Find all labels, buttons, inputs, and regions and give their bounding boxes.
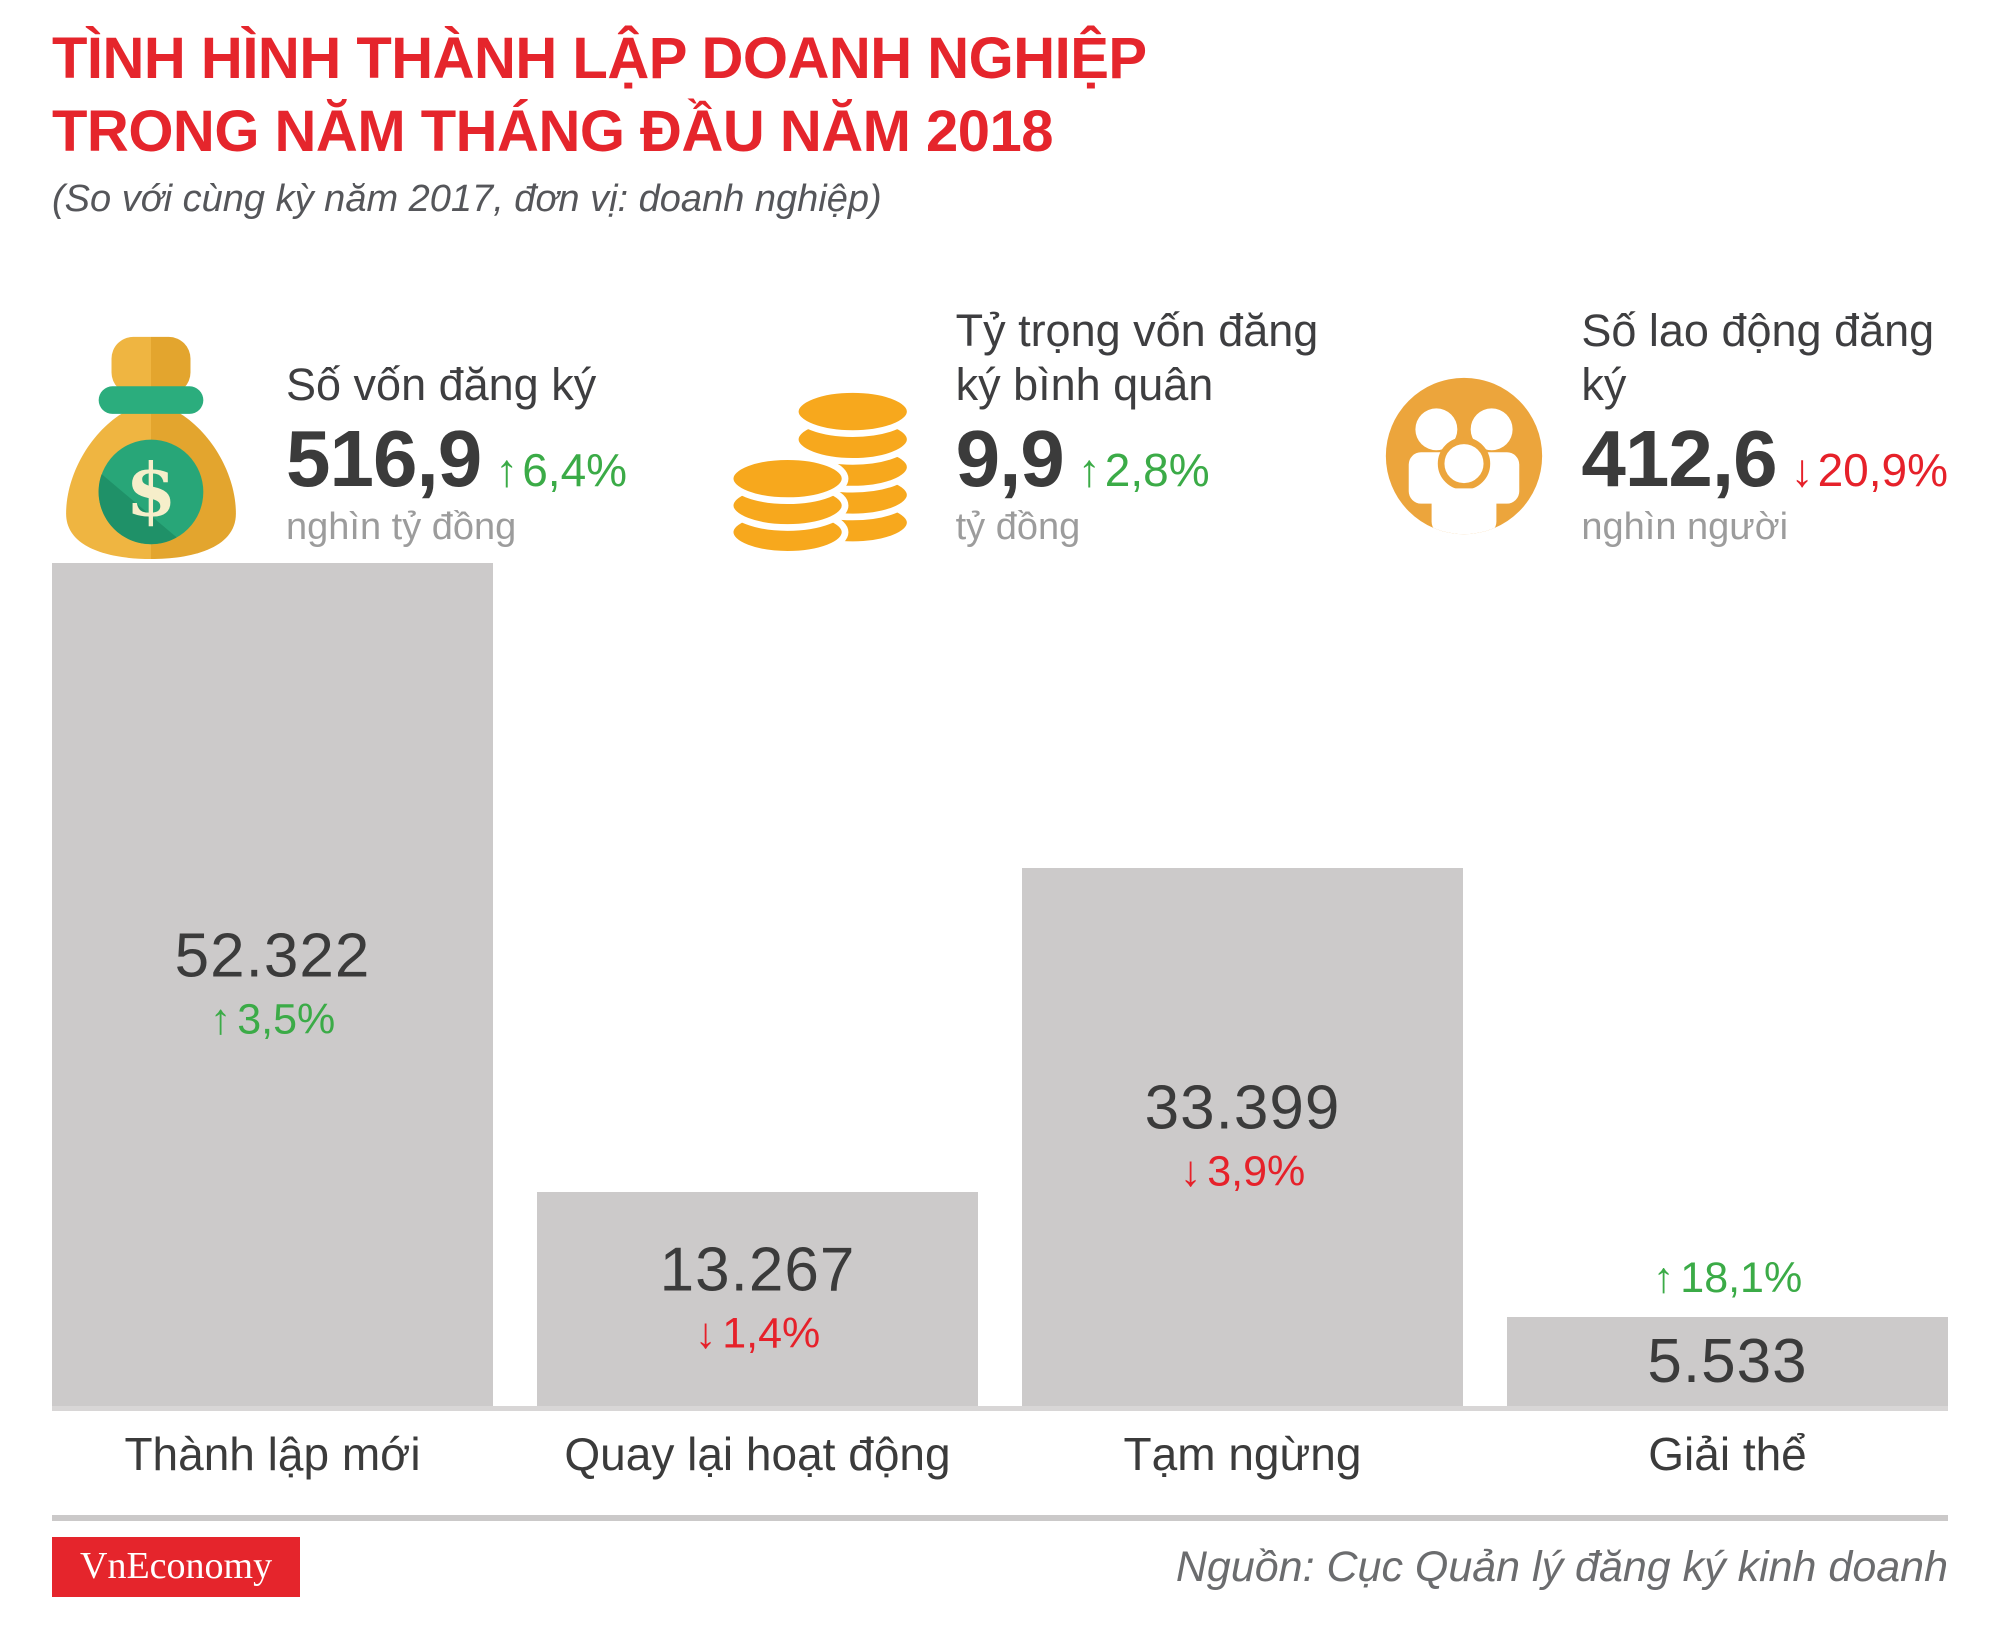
down-arrow-icon: ↓	[1790, 443, 1814, 496]
stat-registered-labor: Số lao động đăng ký 412,6 ↓20,9% nghìn n…	[1383, 304, 1948, 563]
category-label: Thành lập mới	[124, 1428, 421, 1481]
stat-value: 9,9	[955, 413, 1065, 503]
bar-label-block: 13.267 ↓ 1,4%	[537, 1235, 978, 1359]
stat-change: ↑6,4%	[495, 443, 627, 497]
category-label: Giải thể	[1648, 1428, 1807, 1481]
bar-value-label: 13.267	[659, 1235, 856, 1305]
money-bag-icon: $	[52, 331, 250, 563]
category-label: Quay lại hoạt động	[564, 1428, 951, 1481]
bar-change-label: ↓ 3,9%	[1022, 1148, 1463, 1197]
bar-change-label: ↑ 18,1%	[1507, 1254, 1948, 1303]
stat-value: 412,6	[1581, 413, 1777, 503]
bar-change-value: 3,9%	[1207, 1147, 1306, 1196]
stat-unit: nghìn tỷ đồng	[286, 506, 517, 549]
bar-column: 13.267 ↓ 1,4%	[537, 563, 978, 1407]
down-arrow-icon: ↓	[1179, 1147, 1202, 1196]
stat-text: Tỷ trọng vốn đăng ký bình quân 9,9 ↑2,8%…	[956, 304, 1356, 549]
stat-label: Số lao động đăng ký	[1581, 304, 1935, 410]
stat-value: 516,9	[286, 413, 482, 503]
up-arrow-icon: ↑	[1652, 1254, 1675, 1303]
bar-change-label: ↑ 3,5%	[52, 995, 493, 1044]
stat-label: Số vốn đăng ký	[286, 358, 597, 410]
bar-change-value: 3,5%	[237, 995, 336, 1044]
bar-change-value: 18,1%	[1680, 1254, 1803, 1303]
stat-text: Số vốn đăng ký 516,9 ↑6,4% nghìn tỷ đồng	[286, 358, 627, 549]
stat-label: Tỷ trọng vốn đăng ký bình quân	[955, 304, 1319, 410]
category-label: Tạm ngừng	[1123, 1428, 1362, 1481]
stat-change-value: 2,8%	[1104, 443, 1210, 496]
up-arrow-icon: ↑	[495, 443, 519, 496]
stat-value-row: 516,9 ↑6,4%	[286, 413, 627, 503]
dollar-sign: $	[126, 448, 177, 534]
stat-unit: tỷ đồng	[955, 506, 1081, 549]
chart-bar: 5.533	[1507, 1317, 1948, 1407]
bar-value-label: 5.533	[1647, 1326, 1808, 1396]
chart-bar: 13.267 ↓ 1,4%	[537, 1192, 978, 1407]
bar-chart: 52.322 ↑ 3,5% 13.267 ↓ 1,4% 33.399 ↓ 3,9% ↑ 18,1% 5…	[52, 563, 1948, 1407]
stat-value-row: 9,9 ↑2,8%	[955, 413, 1356, 503]
page-title: TÌNH HÌNH THÀNH LẬP DOANH NGHIỆP TRONG N…	[52, 22, 1948, 168]
stats-row: $ Số vốn đăng ký 516,9 ↑6,4% nghìn tỷ đồ…	[52, 265, 1948, 563]
stat-change-value: 6,4%	[522, 443, 628, 496]
footer-divider	[52, 1515, 1948, 1522]
bar-label-block: 33.399 ↓ 3,9%	[1022, 1073, 1463, 1197]
page-title-line2: TRONG NĂM THÁNG ĐẦU NĂM 2018	[52, 99, 1054, 165]
page-title-line1: TÌNH HÌNH THÀNH LẬP DOANH NGHIỆP	[52, 26, 1147, 91]
bar-value-label: 33.399	[1144, 1073, 1341, 1143]
stat-unit: nghìn người	[1581, 506, 1789, 549]
source-text: Nguồn: Cục Quản lý đăng ký kinh doanh	[1175, 1542, 1948, 1591]
bar-column: 52.322 ↑ 3,5%	[52, 563, 493, 1407]
chart-bar: 52.322 ↑ 3,5%	[52, 563, 493, 1407]
bar-change-value: 1,4%	[722, 1309, 821, 1358]
stat-average-capital: Tỷ trọng vốn đăng ký bình quân 9,9 ↑2,8%…	[727, 304, 1384, 563]
up-arrow-icon: ↑	[209, 995, 232, 1044]
stat-text: Số lao động đăng ký 412,6 ↓20,9% nghìn n…	[1581, 304, 1948, 549]
stat-change: ↓20,9%	[1791, 443, 1948, 497]
coin-stack-icon	[727, 379, 920, 563]
vneconomy-logo: VnEconomy	[52, 1537, 301, 1597]
category-labels: Thành lập mới Quay lại hoạt động Tạm ngừng…	[52, 1427, 1948, 1481]
chart-bar: 33.399 ↓ 3,9%	[1022, 868, 1463, 1407]
bar-label-block: 5.533	[1507, 1326, 1948, 1396]
bar-column: 33.399 ↓ 3,9%	[1022, 563, 1463, 1407]
people-group-icon	[1383, 375, 1545, 563]
page-subtitle: (So với cùng kỳ năm 2017, đơn vị: doanh …	[52, 178, 882, 221]
chart-baseline	[52, 1406, 1948, 1412]
stat-value-row: 412,6 ↓20,9%	[1581, 413, 1948, 503]
bar-label-block: 52.322 ↑ 3,5%	[52, 925, 493, 1044]
stat-registered-capital: $ Số vốn đăng ký 516,9 ↑6,4% nghìn tỷ đồ…	[52, 331, 728, 563]
bar-value-label: 52.322	[174, 921, 371, 991]
footer: VnEconomy Nguồn: Cục Quản lý đăng ký kin…	[52, 1537, 1948, 1597]
bar-change-label: ↓ 1,4%	[537, 1310, 978, 1359]
stat-change: ↑2,8%	[1078, 443, 1210, 497]
up-arrow-icon: ↑	[1077, 443, 1101, 496]
bar-column: ↑ 18,1% 5.533	[1507, 563, 1948, 1407]
down-arrow-icon: ↓	[694, 1309, 717, 1358]
stat-change-value: 20,9%	[1817, 443, 1948, 496]
